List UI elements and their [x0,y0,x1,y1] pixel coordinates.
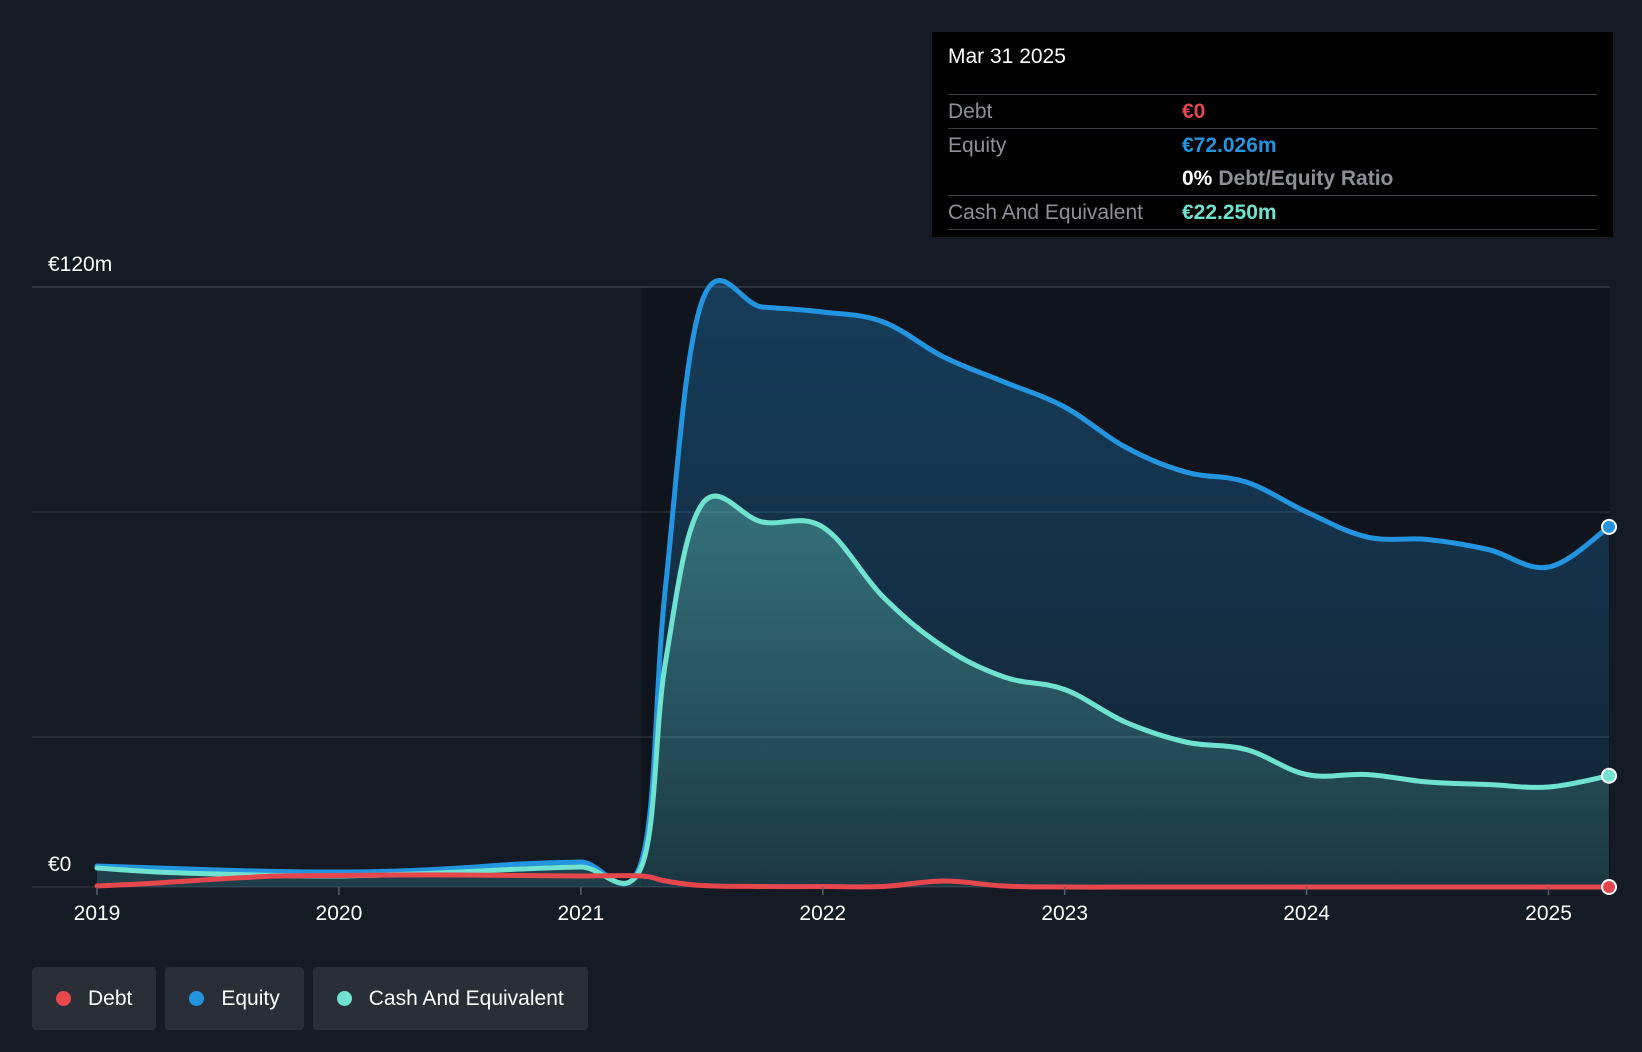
tooltip-row-debt: Debt €0 [948,94,1597,128]
x-tick-label-2019: 2019 [74,902,121,925]
tooltip-date: Mar 31 2025 [948,45,1066,68]
equity-legend-dot-icon [189,991,205,1006]
tooltip-row-cash: Cash And Equivalent €22.250m [948,195,1597,230]
equity-line [94,278,1612,887]
cash-end-point [1601,767,1617,784]
tooltip-debt-value: €0 [1182,99,1206,123]
legend-item-cash[interactable]: Cash And Equivalent [312,967,588,1030]
debt-end-point [1601,879,1617,895]
tooltip-ratio-label: Debt/Equity Ratio [1218,166,1394,190]
debt-legend-dot-icon [56,991,71,1006]
tooltip-row-ratio: 0% Debt/Equity Ratio [948,162,1597,195]
y-tick-label-1: €120m [48,253,112,276]
tooltip-row-equity: Equity €72.026m [948,128,1597,162]
tooltip-equity-label: Equity [948,133,1007,157]
tooltip-ratio-value: 0% [1182,166,1213,190]
equity-end-point [1601,518,1617,535]
tooltip-cash-label: Cash And Equivalent [948,200,1143,224]
tooltip-panel: Mar 31 2025 Debt €0 Equity €72.026m 0% D… [932,32,1613,237]
tooltip-cash-value: €22.250m [1182,200,1277,224]
debt-line [94,872,1612,890]
legend-item-debt[interactable]: Debt [32,967,157,1030]
chart-legend: Debt Equity Cash And Equivalent [32,967,588,1030]
x-tick-label-2020: 2020 [316,902,363,925]
tooltip-equity-value: €72.026m [1182,133,1277,157]
x-tick-label-2024: 2024 [1283,902,1330,925]
x-tick-label-2025: 2025 [1525,902,1572,925]
x-tick-label-2021: 2021 [557,902,604,925]
legend-item-equity[interactable]: Equity [165,967,304,1030]
cash-area [97,496,1609,887]
legend-cash-label: Cash And Equivalent [368,986,564,1010]
x-tick-label-2023: 2023 [1041,902,1088,925]
cash-legend-dot-icon [336,991,352,1006]
tooltip-debt-label: Debt [948,99,993,123]
x-tick-label-2022: 2022 [799,902,846,925]
legend-equity-label: Equity [221,986,280,1010]
legend-debt-label: Debt [88,986,133,1010]
y-tick-label-0: €0 [48,853,71,876]
